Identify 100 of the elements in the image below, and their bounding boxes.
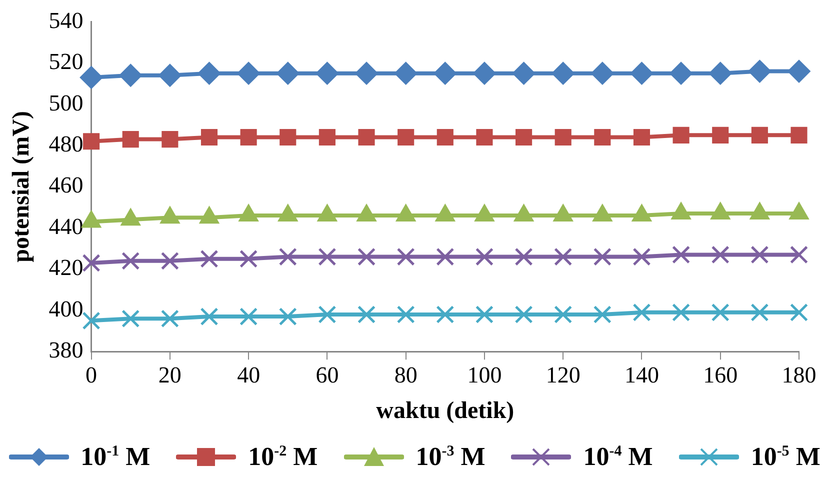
point xyxy=(512,62,536,85)
y-axis-title: potensial (mV) xyxy=(8,111,35,262)
point xyxy=(240,250,258,268)
point xyxy=(237,62,260,85)
point xyxy=(552,62,575,85)
x-tick-label: 0 xyxy=(86,362,98,388)
point xyxy=(280,128,296,146)
point xyxy=(630,62,654,85)
point xyxy=(200,128,218,146)
x-tick-label: 80 xyxy=(394,362,418,388)
point xyxy=(200,308,218,326)
x-tick-label: 20 xyxy=(158,362,182,388)
point xyxy=(318,128,336,146)
point xyxy=(594,128,611,146)
point xyxy=(398,128,414,146)
point xyxy=(436,128,454,146)
point xyxy=(750,303,769,322)
point xyxy=(160,252,179,270)
point xyxy=(711,303,730,322)
point xyxy=(162,131,178,148)
y-tick-label: 460 xyxy=(48,172,84,198)
point xyxy=(475,305,494,324)
point xyxy=(82,254,100,272)
y-tick-label: 380 xyxy=(48,338,84,363)
legend-label: 10$^{-3}$ M xyxy=(416,442,486,472)
y-tick-label: 520 xyxy=(48,49,84,74)
point xyxy=(712,126,729,144)
point xyxy=(633,128,650,146)
point xyxy=(790,246,808,264)
point xyxy=(198,62,221,85)
x-tick-label: 60 xyxy=(316,362,339,388)
point xyxy=(318,248,336,266)
legend-label: 10$^{-2}$ M xyxy=(248,442,318,472)
point xyxy=(590,62,614,85)
x-tick-label: 160 xyxy=(703,362,738,388)
point xyxy=(278,308,297,326)
legend-label: 10$^{-4}$ M xyxy=(583,442,653,472)
point xyxy=(436,248,454,266)
point xyxy=(554,305,572,324)
point xyxy=(554,248,572,266)
point xyxy=(672,246,690,264)
point xyxy=(357,305,376,324)
point xyxy=(748,60,772,83)
point xyxy=(240,308,258,326)
x-tick-label: 120 xyxy=(546,362,580,388)
point xyxy=(788,60,810,83)
point xyxy=(358,128,375,146)
point xyxy=(554,128,572,146)
point xyxy=(514,248,533,266)
point xyxy=(316,62,339,85)
point xyxy=(475,248,494,266)
legend-label: 10$^{-1}$ M xyxy=(80,442,150,472)
point xyxy=(751,126,768,144)
point xyxy=(122,310,140,328)
x-tick-label: 180 xyxy=(782,362,816,388)
point xyxy=(278,248,297,266)
x-tick-label: 40 xyxy=(237,362,260,388)
point xyxy=(396,248,415,266)
x-tick-label: 100 xyxy=(467,362,502,388)
point xyxy=(516,128,532,146)
point xyxy=(476,128,493,146)
point xyxy=(276,62,300,85)
point xyxy=(396,305,415,324)
point xyxy=(357,248,376,266)
x-tick-label: 140 xyxy=(624,362,659,388)
point xyxy=(708,62,732,85)
point xyxy=(119,64,142,87)
point xyxy=(790,303,808,322)
point xyxy=(122,131,139,148)
point xyxy=(514,305,533,324)
y-tick-label: 400 xyxy=(48,296,84,322)
point xyxy=(83,133,100,150)
y-tick-label: 480 xyxy=(48,132,84,157)
point xyxy=(632,248,651,266)
point xyxy=(472,62,496,85)
point xyxy=(158,64,182,87)
y-tick-label: 540 xyxy=(48,8,84,33)
point xyxy=(200,250,218,268)
point xyxy=(672,126,690,144)
point xyxy=(593,248,612,266)
point xyxy=(711,246,730,264)
point xyxy=(434,62,457,85)
y-tick-label: 420 xyxy=(48,255,84,280)
point xyxy=(355,62,378,85)
point xyxy=(82,312,100,330)
point xyxy=(670,62,693,85)
point xyxy=(122,252,140,270)
point xyxy=(318,305,336,324)
point xyxy=(160,310,179,328)
legend-label: 10$^{-5}$ M xyxy=(750,442,820,472)
x-axis-title: waktu (detik) xyxy=(376,398,514,424)
point xyxy=(394,62,418,85)
point xyxy=(593,305,612,324)
point xyxy=(436,305,454,324)
y-tick-label: 440 xyxy=(48,214,84,239)
y-tick-label: 500 xyxy=(48,90,84,116)
point xyxy=(790,126,808,144)
point xyxy=(672,303,690,322)
point xyxy=(632,303,651,322)
point xyxy=(750,246,769,264)
